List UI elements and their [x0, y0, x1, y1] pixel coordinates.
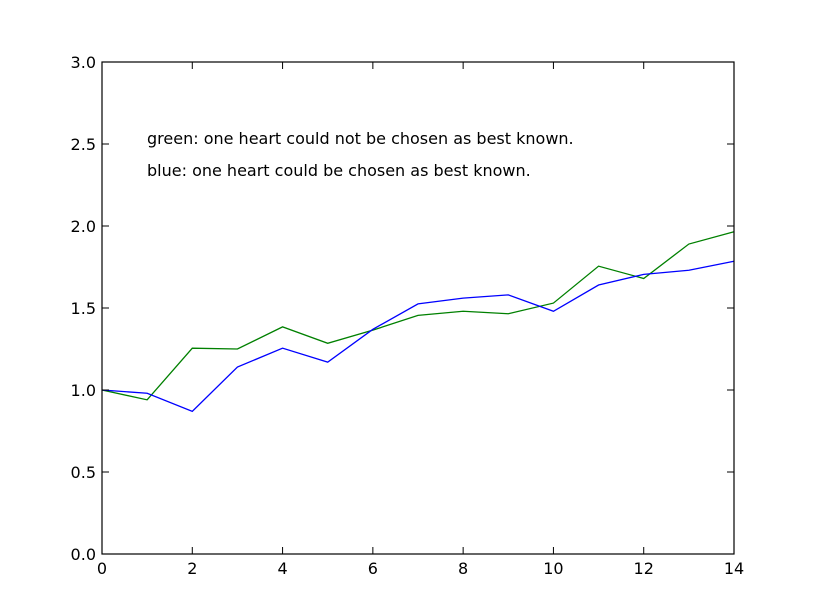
series-1-point-7 — [417, 303, 419, 305]
plot-area — [102, 62, 734, 554]
series-1-point-12 — [643, 273, 645, 275]
x-tick-label-3: 6 — [368, 559, 378, 578]
x-tick-label-2: 4 — [277, 559, 287, 578]
series-1-point-1 — [146, 392, 148, 394]
y-tick-label-3: 1.5 — [71, 299, 96, 318]
series-1-point-2 — [191, 410, 193, 412]
series-1-point-6 — [372, 328, 374, 330]
x-tick-label-1: 2 — [187, 559, 197, 578]
series-line-1 — [101, 260, 735, 413]
series-1-point-10 — [552, 310, 554, 312]
series-0-point-11 — [598, 265, 600, 267]
series-0-point-12 — [643, 277, 645, 279]
series-1-point-13 — [688, 269, 690, 271]
series-1-point-3 — [236, 366, 238, 368]
annotation-blue: blue: one heart could be chosen as best … — [147, 161, 531, 180]
series-0-point-7 — [417, 314, 419, 316]
series-1-point-11 — [598, 284, 600, 286]
y-tick-label-1: 0.5 — [71, 463, 96, 482]
series-0-point-3 — [236, 348, 238, 350]
x-tick-label-0: 0 — [97, 559, 107, 578]
series-0-point-9 — [507, 313, 509, 315]
plot-frame — [101, 61, 735, 555]
y-tick-label-5: 2.5 — [71, 135, 96, 154]
series-1-point-5 — [327, 361, 329, 363]
series-0-point-5 — [327, 342, 329, 344]
series-0-point-8 — [462, 310, 464, 312]
annotation-layer: green: one heart could not be chosen as … — [147, 129, 574, 180]
x-tick-label-5: 10 — [543, 559, 563, 578]
y-tick-label-2: 1.0 — [71, 381, 96, 400]
series-1-point-8 — [462, 297, 464, 299]
x-tick-label-4: 8 — [458, 559, 468, 578]
x-tick-label-6: 12 — [634, 559, 654, 578]
series-0-point-1 — [146, 399, 148, 401]
series-0-point-2 — [191, 347, 193, 349]
series-0-point-10 — [552, 302, 554, 304]
tick-layer: 0 2 4 6 8 10 12 14 0.0 0.5 1.0 1.5 2.0 2.5 3.0 — [71, 53, 745, 578]
series-1-point-9 — [507, 294, 509, 296]
y-tick-label-6: 3.0 — [71, 53, 96, 72]
series-line-0 — [101, 231, 735, 401]
series-0-point-13 — [688, 243, 690, 245]
series-0-point-4 — [282, 326, 284, 328]
series-1-point-4 — [282, 347, 284, 349]
x-tick-label-7: 14 — [724, 559, 744, 578]
annotation-green: green: one heart could not be chosen as … — [147, 129, 574, 148]
y-tick-label-4: 2.0 — [71, 217, 96, 236]
series-layer — [101, 231, 735, 413]
y-tick-label-0: 0.0 — [71, 545, 96, 564]
